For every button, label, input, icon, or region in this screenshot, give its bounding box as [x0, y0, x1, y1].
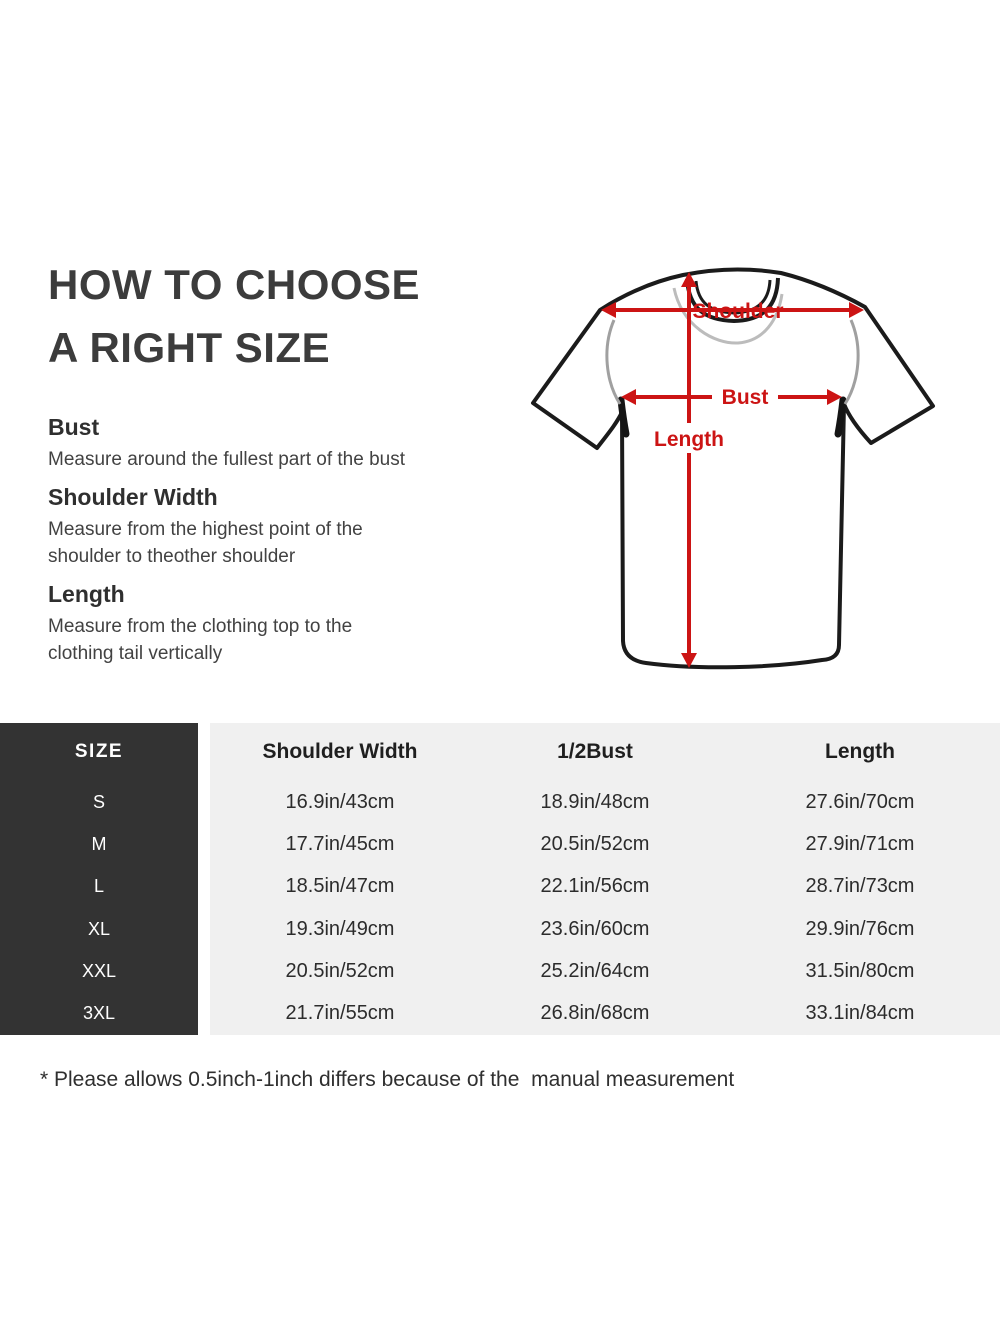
length-arrow-label: Length	[654, 428, 724, 451]
cell-xl-shoulder: 19.3in/49cm	[285, 917, 395, 940]
tshirt-outline	[531, 267, 935, 670]
size-label-m: M	[91, 833, 107, 854]
size-label-xl: XL	[87, 918, 111, 939]
collar-inner	[694, 279, 772, 315]
length-text-line1: Measure from the clothing top to the	[48, 616, 353, 637]
shoulder-width-heading: Shoulder Width	[48, 484, 218, 510]
cell-m-shoulder: 17.7in/45cm	[285, 832, 395, 855]
size-label-l: L	[93, 876, 104, 897]
cell-m-bust: 20.5in/52cm	[540, 832, 650, 855]
page-title-line2: A RIGHT SIZE	[48, 324, 331, 371]
bust-heading: Bust	[48, 414, 100, 440]
left-sleeve-seam	[605, 319, 622, 405]
table-row: 16.9in/43cm 18.9in/48cm 27.6in/70cm	[210, 781, 1000, 823]
right-armpit-shadow	[834, 396, 847, 438]
size-label-xxl: XXL	[81, 960, 117, 981]
cell-s-bust: 18.9in/48cm	[540, 790, 650, 813]
bust-arrowhead-left	[621, 389, 636, 405]
shoulder-arrow-label: Shoulder	[692, 300, 783, 323]
left-armpit-shadow	[617, 396, 630, 438]
table-row: 21.7in/55cm 26.8in/68cm 33.1in/84cm	[210, 993, 1000, 1035]
cell-xl-length: 29.9in/76cm	[805, 917, 915, 940]
cell-s-shoulder: 16.9in/43cm	[285, 790, 395, 813]
page-title-line1: HOW TO CHOOSE	[48, 261, 421, 308]
shoulder-arrowhead-left	[601, 302, 616, 318]
table-row: 17.7in/45cm 20.5in/52cm 27.9in/71cm	[210, 823, 1000, 865]
page-title: HOW TO CHOOSE A RIGHT SIZE	[48, 253, 508, 379]
cell-xl-bust: 23.6in/60cm	[540, 917, 650, 940]
shoulder-width-text-line2: shoulder to theother shoulder	[48, 546, 296, 567]
length-text-line2: clothing tail vertically	[48, 643, 223, 664]
shoulder-arrowhead-right	[849, 302, 864, 318]
under-collar-shadow	[672, 287, 784, 345]
table-row: 19.3in/49cm 23.6in/60cm 29.9in/76cm	[210, 908, 1000, 950]
size-column: SIZE S M L XL XXL 3XL	[0, 723, 198, 1035]
size-table: SIZE S M L XL XXL 3XL Shoulder Width 1/2…	[0, 723, 1000, 1035]
size-column-header: SIZE	[74, 741, 124, 762]
table-gap	[198, 723, 210, 1035]
length-arrowhead-top	[681, 272, 697, 287]
shoulder-width-text: Measure from the highest point of the sh…	[48, 516, 508, 570]
cell-3xl-shoulder: 21.7in/55cm	[285, 1002, 395, 1025]
table-row: 18.5in/47cm 22.1in/56cm 28.7in/73cm	[210, 866, 1000, 908]
right-sleeve-seam	[843, 319, 860, 405]
bust-arrow-label: Bust	[722, 386, 769, 409]
tshirt-diagram: Shoulder Bust Length	[500, 240, 960, 700]
table-row: 20.5in/52cm 25.2in/64cm 31.5in/80cm	[210, 950, 1000, 992]
bust-arrowhead-right	[827, 389, 842, 405]
measurement-disclaimer: * Please allows 0.5inch-1inch differs be…	[40, 1068, 735, 1091]
bust-text-line1: Measure around the fullest part of the b…	[48, 449, 405, 470]
column-header-length: Length	[825, 740, 895, 763]
column-header-half-bust: 1/2Bust	[557, 740, 633, 763]
measurements-grid: Shoulder Width 1/2Bust Length 16.9in/43c…	[210, 723, 1000, 1035]
length-text: Measure from the clothing top to the clo…	[48, 613, 508, 667]
cell-m-length: 27.9in/71cm	[805, 832, 915, 855]
shoulder-width-instruction: Shoulder Width Measure from the highest …	[48, 483, 508, 570]
cell-xxl-bust: 25.2in/64cm	[540, 959, 650, 982]
column-header-shoulder-width: Shoulder Width	[262, 740, 418, 763]
how-to-choose-section: HOW TO CHOOSE A RIGHT SIZE Bust Measure …	[48, 253, 508, 667]
cell-3xl-length: 33.1in/84cm	[805, 1002, 915, 1025]
cell-3xl-bust: 26.8in/68cm	[540, 1002, 650, 1025]
length-instruction: Length Measure from the clothing top to …	[48, 580, 508, 667]
table-header-row: Shoulder Width 1/2Bust Length	[210, 723, 1000, 781]
cell-l-shoulder: 18.5in/47cm	[285, 875, 395, 898]
length-heading: Length	[48, 581, 125, 607]
bust-instruction: Bust Measure around the fullest part of …	[48, 413, 508, 473]
cell-l-length: 28.7in/73cm	[805, 875, 915, 898]
cell-xxl-length: 31.5in/80cm	[805, 959, 915, 982]
cell-xxl-shoulder: 20.5in/52cm	[285, 959, 395, 982]
size-label-3xl: 3XL	[82, 1003, 116, 1024]
bust-text: Measure around the fullest part of the b…	[48, 446, 508, 473]
cell-s-length: 27.6in/70cm	[805, 790, 915, 813]
tshirt-diagram-svg: Shoulder Bust Length	[531, 267, 935, 670]
length-arrowhead-bottom	[681, 653, 697, 668]
size-label-s: S	[92, 791, 105, 812]
shoulder-width-text-line1: Measure from the highest point of the	[48, 519, 363, 540]
cell-l-bust: 22.1in/56cm	[540, 875, 650, 898]
